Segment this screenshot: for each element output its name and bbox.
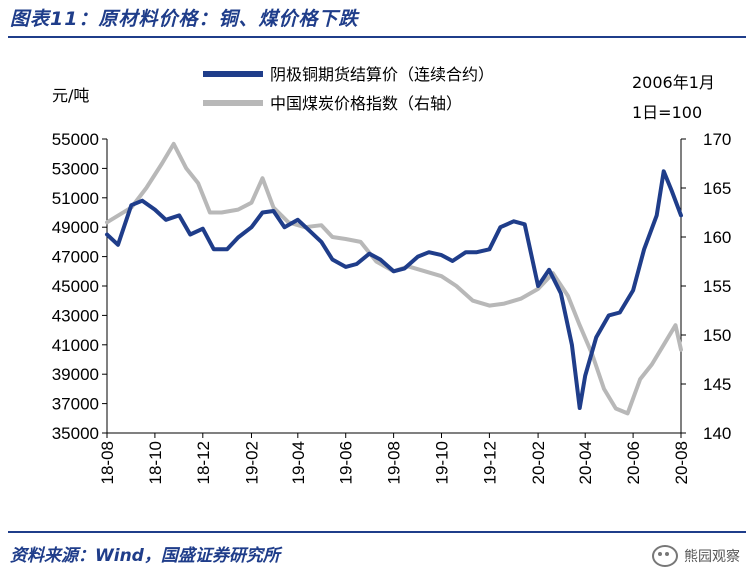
right-tick-label: 145	[703, 375, 731, 394]
series-layer	[105, 141, 683, 416]
left-tick-label: 51000	[52, 189, 99, 208]
left-tick-label: 35000	[52, 424, 99, 443]
x-tick-label: 20-02	[529, 441, 548, 484]
x-tick-label: 20-06	[624, 441, 643, 484]
bottom-rule	[8, 531, 746, 533]
right-tick-label: 150	[703, 326, 731, 345]
x-tick-label: 18-12	[194, 441, 213, 484]
x-tick-label: 19-12	[480, 441, 499, 484]
source-note: 资料来源：Wind，国盛证券研究所	[10, 546, 280, 566]
x-tick-label: 19-04	[289, 441, 308, 484]
right-tick-label: 160	[703, 228, 731, 247]
left-tick-label: 53000	[52, 159, 99, 178]
x-tick-label: 18-10	[146, 441, 165, 484]
chart-title: 图表11：原材料价格：铜、煤价格下跌	[10, 8, 359, 30]
left-tick-label: 43000	[52, 306, 99, 325]
x-tick-label: 19-08	[385, 441, 404, 484]
right-axis-note-line1: 2006年1月	[632, 73, 715, 92]
left-tick-label: 49000	[52, 218, 99, 237]
x-tick-label: 18-08	[98, 441, 117, 484]
legend-label-copper: 阴极铜期货结算价（连续合约）	[270, 65, 494, 84]
legend-label-coal: 中国煤炭价格指数（右轴）	[270, 94, 462, 113]
right-axis-note-line2: 1日=100	[632, 103, 702, 122]
right-axis: 140 145 150 155 160 165 170	[681, 130, 731, 443]
right-tick-label: 155	[703, 277, 731, 296]
x-tick-label: 19-06	[337, 441, 356, 484]
x-tick-label: 19-02	[242, 441, 261, 484]
series-line-copper	[105, 169, 683, 410]
right-tick-label: 170	[703, 130, 731, 149]
left-axis-unit: 元/吨	[52, 86, 89, 105]
legend: 阴极铜期货结算价（连续合约） 中国煤炭价格指数（右轴）	[203, 65, 494, 113]
left-tick-label: 55000	[52, 130, 99, 149]
watermark-text: 熊园观察	[684, 549, 740, 565]
left-tick-label: 45000	[52, 277, 99, 296]
x-tick-label: 20-08	[672, 441, 691, 484]
left-axis: 35000 37000 39000 41000 43000 45000 47000 49000…	[52, 130, 107, 443]
right-tick-label: 165	[703, 179, 731, 198]
watermark: 熊园观察	[652, 545, 740, 567]
left-tick-label: 41000	[52, 336, 99, 355]
right-tick-label: 140	[703, 424, 731, 443]
left-tick-label: 37000	[52, 395, 99, 414]
wechat-icon	[652, 545, 678, 567]
x-tick-label: 20-04	[576, 441, 595, 484]
left-tick-label: 47000	[52, 248, 99, 267]
left-tick-label: 39000	[52, 365, 99, 384]
x-axis: 18-08 18-10 18-12 19-02 19-04 19-06 19-08 19-10…	[98, 433, 691, 484]
top-rule	[8, 36, 746, 38]
x-tick-label: 19-10	[433, 441, 452, 484]
series-line-coal	[105, 141, 683, 416]
